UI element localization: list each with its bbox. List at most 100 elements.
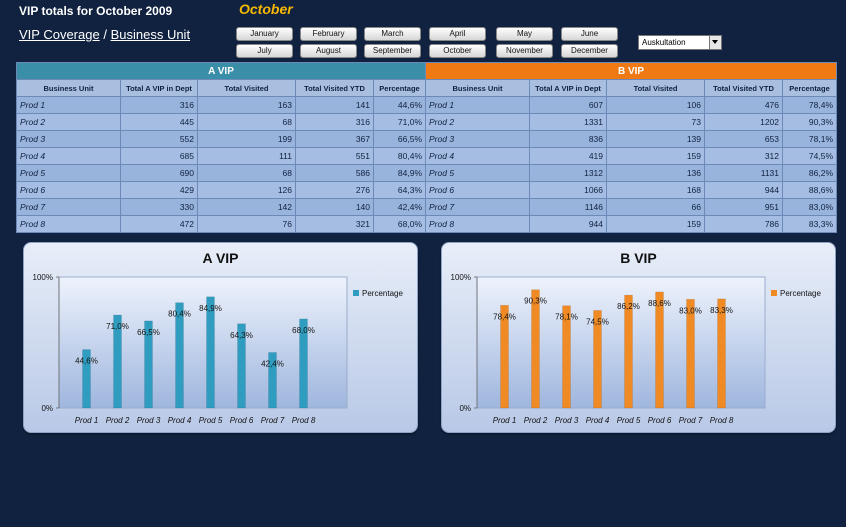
table-row: Prod 1 316 163 141 44,6% Prod 1 607 106 476 78,4% <box>16 96 838 114</box>
table-cell: 690 <box>120 164 198 182</box>
table-row: Prod 3 552 199 367 66,5% Prod 3 836 139 653 78,1% <box>16 130 838 148</box>
month-button-july[interactable]: July <box>236 44 293 58</box>
table-cell: 476 <box>704 96 784 114</box>
table-cell: 316 <box>120 96 198 114</box>
table-cell: 472 <box>120 215 198 233</box>
month-button-october[interactable]: October <box>429 44 486 58</box>
table-cell: 429 <box>120 181 198 199</box>
month-button-march[interactable]: March <box>364 27 421 41</box>
bar <box>686 299 695 409</box>
legend-label: Percentage <box>362 289 403 298</box>
data-label: 80,4% <box>168 310 191 319</box>
business-unit-cell: Prod 3 <box>16 130 121 148</box>
column-header: Percentage <box>782 79 838 97</box>
bar <box>144 320 153 409</box>
table-row: Prod 5 690 68 586 84,9% Prod 5 1312 136 1131 86,2… <box>16 164 838 182</box>
business-unit-link[interactable]: Business Unit <box>110 27 191 42</box>
bar <box>206 296 215 409</box>
table-cell: 367 <box>295 130 374 148</box>
month-button-june[interactable]: June <box>561 27 618 41</box>
table-cell: 653 <box>704 130 784 148</box>
x-tick-label: Prod 2 <box>106 416 130 425</box>
column-header: Business Unit <box>16 79 121 97</box>
month-button-november[interactable]: November <box>496 44 553 58</box>
data-label: 74,5% <box>586 317 609 326</box>
business-unit-cell: Prod 7 <box>425 198 531 216</box>
table-cell: 141 <box>295 96 374 114</box>
table-cell: 1202 <box>704 113 784 131</box>
business-unit-cell: Prod 1 <box>16 96 121 114</box>
plot-area <box>476 276 766 409</box>
business-unit-cell: Prod 7 <box>16 198 121 216</box>
bar <box>717 298 726 409</box>
data-label: 83,0% <box>679 306 702 315</box>
y-tick-label: 100% <box>451 273 471 282</box>
column-header: Business Unit <box>425 79 531 97</box>
month-button-february[interactable]: February <box>300 27 357 41</box>
x-tick-label: Prod 3 <box>137 416 161 425</box>
column-header: Percentage <box>372 79 427 97</box>
dropdown-value: Auskultation <box>642 38 686 47</box>
month-button-may[interactable]: May <box>496 27 553 41</box>
business-unit-cell: Prod 8 <box>425 215 531 233</box>
table-cell: 944 <box>704 181 784 199</box>
table-cell: 64,3% <box>372 181 427 199</box>
breadcrumb-separator: / <box>103 27 107 42</box>
table-row: Prod 7 330 142 140 42,4% Prod 7 1146 66 951 83,0% <box>16 198 838 216</box>
table-cell: 86,2% <box>782 164 838 182</box>
data-label: 78,4% <box>493 312 516 321</box>
table-cell: 159 <box>606 147 706 165</box>
table-cell: 83,3% <box>782 215 838 233</box>
table-cell: 685 <box>120 147 198 165</box>
selected-month-title: October <box>239 1 293 17</box>
month-button-august[interactable]: August <box>300 44 357 58</box>
table-cell: 88,6% <box>782 181 838 199</box>
column-header: Total Visited <box>197 79 296 97</box>
table-cell: 142 <box>197 198 296 216</box>
category-dropdown[interactable]: Auskultation <box>638 35 722 50</box>
business-unit-cell: Prod 5 <box>16 164 121 182</box>
table-cell: 1131 <box>704 164 784 182</box>
month-button-april[interactable]: April <box>429 27 486 41</box>
legend-swatch <box>771 290 777 296</box>
table-cell: 944 <box>529 215 608 233</box>
table-cell: 1331 <box>529 113 608 131</box>
bar <box>268 352 277 409</box>
bar <box>175 302 184 409</box>
table-cell: 66 <box>606 198 706 216</box>
chart-panel-a: A VIP 100% 0% 44,6% Prod 1 71,0% Prod 2 66,5% P… <box>23 242 418 433</box>
x-tick-label: Prod 3 <box>555 416 579 425</box>
data-label: 44,6% <box>75 357 98 366</box>
table-cell: 330 <box>120 198 198 216</box>
y-tick-label: 100% <box>33 273 53 282</box>
table-cell: 140 <box>295 198 374 216</box>
bar <box>299 318 308 409</box>
y-tick-label: 0% <box>41 404 53 413</box>
table-cell: 1146 <box>529 198 608 216</box>
vip-coverage-link[interactable]: VIP Coverage <box>19 27 100 42</box>
x-tick-label: Prod 8 <box>292 416 316 425</box>
business-unit-cell: Prod 8 <box>16 215 121 233</box>
month-button-december[interactable]: December <box>561 44 618 58</box>
month-button-january[interactable]: January <box>236 27 293 41</box>
bar <box>531 289 540 409</box>
data-label: 84,9% <box>199 304 222 313</box>
data-label: 88,6% <box>648 299 671 308</box>
table-cell: 76 <box>197 215 296 233</box>
month-button-september[interactable]: September <box>364 44 421 58</box>
table-cell: 1066 <box>529 181 608 199</box>
table-cell: 71,0% <box>372 113 427 131</box>
table-cell: 111 <box>197 147 296 165</box>
breadcrumb: VIP Coverage / Business Unit <box>19 27 190 42</box>
group-b-header: B VIP <box>425 62 838 80</box>
table-cell: 106 <box>606 96 706 114</box>
data-label: 64,3% <box>230 331 253 340</box>
table-cell: 316 <box>295 113 374 131</box>
page-title: VIP totals for October 2009 <box>19 4 173 18</box>
business-unit-cell: Prod 4 <box>425 147 531 165</box>
chevron-down-icon[interactable] <box>709 36 721 49</box>
bar <box>82 349 91 409</box>
data-label: 86,2% <box>617 302 640 311</box>
data-label: 68,0% <box>292 326 315 335</box>
x-tick-label: Prod 8 <box>710 416 734 425</box>
